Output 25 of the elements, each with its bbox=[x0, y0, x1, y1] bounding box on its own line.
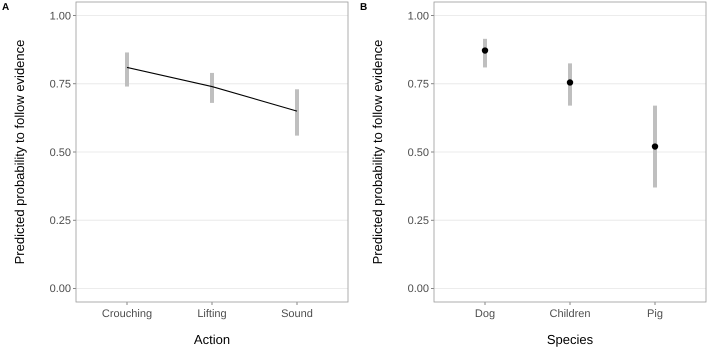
x-axis-title: Species bbox=[546, 332, 594, 347]
x-tick-label: Lifting bbox=[197, 308, 227, 320]
y-tick-label: 0.50 bbox=[408, 146, 429, 159]
y-tick-label: 1.00 bbox=[408, 10, 429, 22]
x-tick-label: Pig bbox=[647, 308, 663, 320]
y-axis-title: Predicted probability to follow evidence bbox=[12, 40, 27, 264]
y-tick-label: 0.00 bbox=[50, 283, 71, 296]
y-tick-label: 0.00 bbox=[408, 283, 429, 296]
point bbox=[566, 79, 574, 86]
x-tick-label: Sound bbox=[281, 308, 313, 320]
chart-title: A bbox=[2, 2, 10, 13]
chart-title: B bbox=[360, 2, 368, 13]
point bbox=[482, 47, 488, 54]
y-tick-label: 0.75 bbox=[50, 78, 71, 91]
x-axis-title: Action bbox=[194, 332, 230, 347]
y-tick-label: 0.25 bbox=[50, 215, 71, 228]
y-tick-label: 0.25 bbox=[408, 215, 429, 228]
y-tick-label: 0.75 bbox=[408, 78, 429, 91]
x-tick-label: Children bbox=[550, 308, 590, 320]
y-tick-label: 0.50 bbox=[50, 146, 71, 159]
x-tick-label: Dog bbox=[474, 308, 496, 320]
y-axis-title: Predicted probability to follow evidence bbox=[370, 40, 385, 264]
x-tick-label: Crouching bbox=[102, 308, 152, 320]
point bbox=[652, 143, 658, 150]
y-tick-label: 1.00 bbox=[50, 10, 71, 22]
